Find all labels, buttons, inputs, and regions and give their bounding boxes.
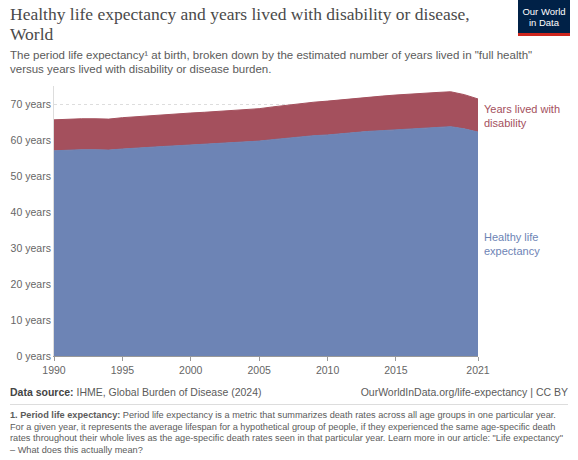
svg-text:2010: 2010 — [316, 364, 340, 376]
html-text:Our World in Data: Our World in Data — [522, 6, 566, 28]
html-text:1. Period life expectancy: Per: 1. Period life expectancy: Period life e… — [10, 410, 563, 455]
svg-text:70 years: 70 years — [11, 98, 51, 110]
svg-text:2021: 2021 — [466, 364, 490, 376]
svg-text:1995: 1995 — [111, 364, 135, 376]
svg-text:1990: 1990 — [42, 364, 66, 376]
html-text:Healthy life expectancy and ye: Healthy life expectancy and years lived … — [10, 4, 470, 44]
html-text:OurWorldInData.org/life-expect: OurWorldInData.org/life-expectancy | CC … — [360, 386, 568, 398]
svg-text:0 years: 0 years — [16, 350, 50, 362]
svg-text:Healthy lifeexpectancy: Healthy lifeexpectancy — [484, 231, 540, 257]
svg-text:40 years: 40 years — [11, 206, 51, 218]
svg-text:60 years: 60 years — [11, 134, 51, 146]
svg-text:10 years: 10 years — [11, 314, 51, 326]
svg-text:50 years: 50 years — [11, 170, 51, 182]
svg-text:20 years: 20 years — [11, 278, 51, 290]
svg-text:2005: 2005 — [247, 364, 271, 376]
svg-text:Years lived withdisability: Years lived withdisability — [484, 103, 560, 129]
html-text:Data source: IHME, Global Burd: Data source: IHME, Global Burden of Dise… — [10, 386, 262, 398]
html-text:The period life expectancy¹ at: The period life expectancy¹ at birth, br… — [10, 49, 533, 75]
svg-text:2000: 2000 — [179, 364, 203, 376]
svg-text:30 years: 30 years — [11, 242, 51, 254]
svg-text:2015: 2015 — [384, 364, 408, 376]
